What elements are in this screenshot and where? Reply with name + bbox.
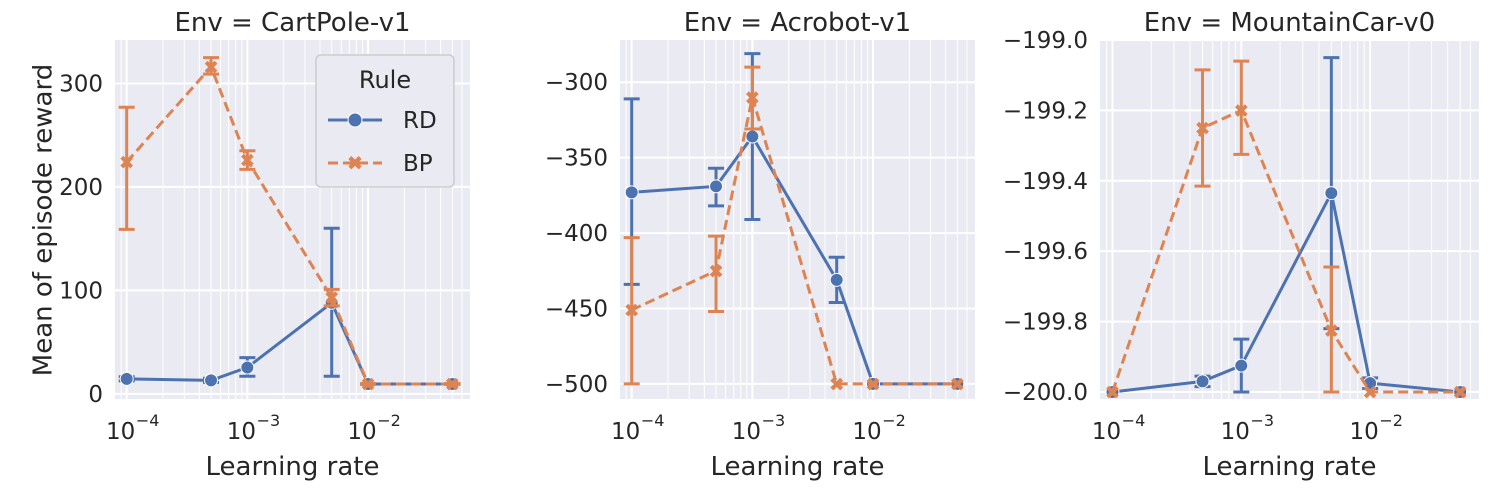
- series-line-bp: [125, 64, 453, 386]
- x-axis-label: Learning rate: [1203, 452, 1377, 482]
- x-tick-label: 10: [227, 419, 256, 445]
- y-tick-label: 0: [88, 382, 103, 408]
- panel-mountaincar: 10 −4 10 −3 10 −2−200.0−199.8−199.6−199.4−199…: [1003, 8, 1479, 482]
- point-marker-rd: [624, 185, 639, 200]
- series-line-rd: [1112, 188, 1461, 394]
- point-marker-rd: [204, 373, 219, 388]
- point-marker-bp: ✖: [708, 261, 724, 283]
- x-tick-label: 10: [1092, 419, 1121, 445]
- x-axis-label: Learning rate: [206, 452, 380, 482]
- x-tick-label: 10: [611, 419, 640, 445]
- point-marker-bp: ✖: [865, 374, 881, 396]
- x-tick-label: 10: [852, 419, 881, 445]
- point-marker-bp: ✖: [1195, 118, 1211, 140]
- point-marker-bp: ✖: [119, 152, 135, 174]
- x-tick-exponent: −4: [641, 411, 665, 430]
- legend-box: [315, 54, 455, 188]
- point-marker-bp: ✖: [829, 374, 845, 396]
- plot-area: [1100, 40, 1479, 399]
- legend-rd-marker: [347, 112, 363, 128]
- y-tick-label: −199.2: [1003, 98, 1088, 124]
- legend-title: Rule: [359, 66, 411, 94]
- point-marker-bp: ✖: [1362, 382, 1378, 404]
- x-tick-exponent: −2: [377, 411, 401, 430]
- series-line-bp: [1111, 108, 1461, 394]
- y-tick-label: −450: [545, 296, 608, 322]
- x-tick-label: 10: [732, 419, 761, 445]
- point-marker-bp: ✖: [1323, 320, 1339, 342]
- y-tick-label: −350: [545, 146, 608, 172]
- panel-title: Env = MountainCar-v0: [1144, 8, 1435, 38]
- point-marker-rd: [829, 272, 844, 287]
- x-tick-exponent: −3: [257, 411, 281, 430]
- point-marker-rd: [119, 371, 134, 386]
- point-marker-rd: [240, 360, 255, 375]
- series-line-bp: [631, 96, 958, 386]
- y-tick-label: 300: [59, 71, 103, 97]
- plot-area: [620, 40, 975, 399]
- y-tick-label: −500: [545, 372, 608, 398]
- legend-bp-label: BP: [403, 151, 433, 177]
- y-tick-label: −199.8: [1003, 310, 1088, 336]
- point-marker-bp: ✖: [360, 374, 376, 396]
- panel-title: Env = Acrobot-v1: [684, 8, 911, 38]
- legend-bp-marker: ✖: [347, 151, 364, 175]
- y-tick-label: −300: [545, 70, 608, 96]
- point-marker-bp: ✖: [624, 300, 640, 322]
- point-marker-rd: [745, 129, 760, 144]
- y-tick-label: −199.4: [1003, 169, 1088, 195]
- x-axis-label: Learning rate: [711, 452, 885, 482]
- point-marker-bp: ✖: [1233, 100, 1249, 122]
- point-marker-bp: ✖: [949, 374, 965, 396]
- legend-rd-label: RD: [403, 108, 437, 134]
- x-tick-exponent: −2: [1379, 411, 1403, 430]
- x-tick-label: 10: [106, 419, 135, 445]
- y-tick-label: −400: [545, 221, 608, 247]
- point-marker-bp: ✖: [324, 288, 340, 310]
- point-marker-bp: ✖: [1452, 382, 1468, 404]
- point-marker-rd: [1324, 186, 1339, 201]
- point-marker-bp: ✖: [1105, 382, 1121, 404]
- x-tick-exponent: −3: [762, 411, 786, 430]
- point-marker-rd: [709, 179, 724, 194]
- x-tick-label: 10: [1221, 419, 1250, 445]
- legend: Rule RD ✖ BP: [315, 54, 455, 188]
- y-tick-label: 200: [59, 175, 103, 201]
- point-marker-bp: ✖: [203, 57, 219, 79]
- y-tick-label: 100: [59, 278, 103, 304]
- point-marker-bp: ✖: [239, 150, 255, 172]
- y-tick-label: −200.0: [1003, 380, 1088, 406]
- point-marker-rd: [1234, 358, 1249, 373]
- point-marker-bp: ✖: [444, 374, 460, 396]
- point-marker-bp: ✖: [744, 87, 760, 109]
- x-tick-exponent: −3: [1251, 411, 1275, 430]
- y-tick-label: −199.6: [1003, 239, 1088, 265]
- x-tick-label: 10: [1349, 419, 1378, 445]
- x-tick-exponent: −4: [136, 411, 160, 430]
- x-tick-label: 10: [347, 419, 376, 445]
- x-tick-exponent: −2: [882, 411, 906, 430]
- panel-title: Env = CartPole-v1: [174, 8, 410, 38]
- y-tick-label: −199.0: [1003, 28, 1088, 54]
- point-marker-rd: [1195, 374, 1210, 389]
- x-tick-exponent: −4: [1122, 411, 1146, 430]
- y-axis-label: Mean of episode reward: [29, 64, 59, 376]
